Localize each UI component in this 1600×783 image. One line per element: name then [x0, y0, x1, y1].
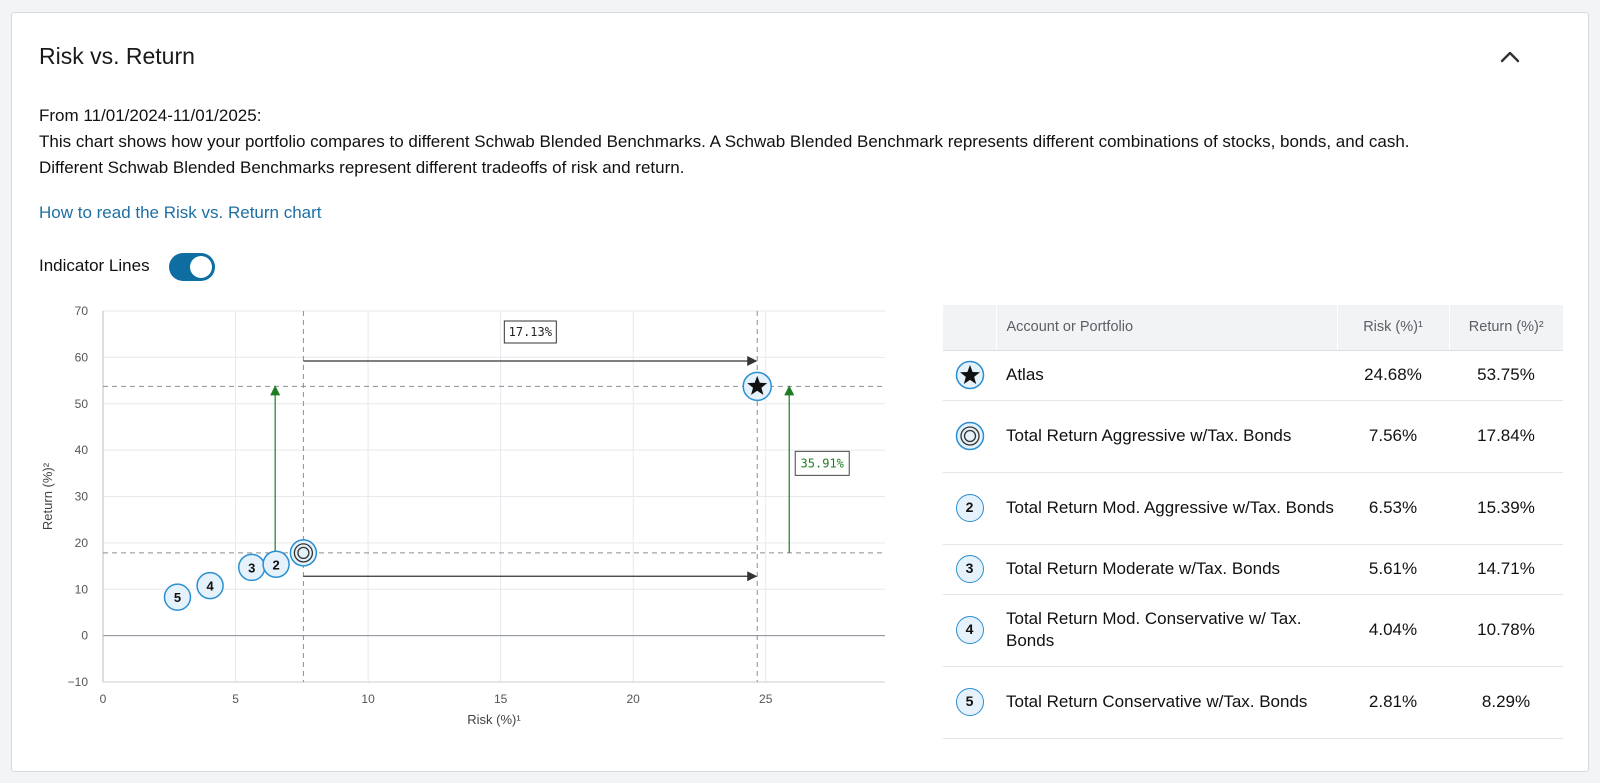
row-return: 15.39% [1449, 472, 1563, 545]
description-line-1: This chart shows how your portfolio comp… [39, 132, 1410, 151]
table-row: 2 Total Return Mod. Aggressive w/Tax. Bon… [943, 472, 1563, 545]
row-return: 53.75% [1449, 350, 1563, 401]
toggle-knob [190, 256, 212, 278]
benchmark-marker-label: 3 [248, 560, 255, 575]
row-return: 17.84% [1449, 400, 1563, 473]
card-title: Risk vs. Return [39, 43, 195, 69]
row-icon-cell: 3 [943, 544, 996, 595]
benchmark-badge: 3 [955, 555, 984, 583]
risk-difference-box [503, 320, 557, 344]
chevron-up-icon[interactable] [1494, 43, 1526, 71]
return-difference-label: 35.91% [801, 456, 845, 470]
row-icon-cell: 2 [943, 472, 996, 545]
x-tick-label: 5 [232, 692, 239, 706]
benchmark-marker-label: 5 [174, 590, 181, 605]
y-tick-label: 60 [75, 350, 89, 364]
x-tick-label: 15 [494, 692, 508, 706]
date-range: From 11/01/2024-11/01/2025: [39, 106, 262, 125]
star-icon [955, 360, 984, 390]
row-name: Total Return Aggressive w/Tax. Bonds [996, 400, 1337, 473]
risk-return-card: Risk vs. Return From 11/01/2024-11/01/20… [11, 12, 1589, 772]
y-tick-label: 30 [75, 490, 89, 504]
y-axis-label: Return (%)² [40, 462, 55, 530]
indicator-lines-toggle[interactable] [169, 253, 215, 281]
risk-difference-label: 17.13% [509, 325, 553, 339]
row-name: Total Return Moderate w/Tax. Bonds [996, 544, 1337, 595]
y-tick-label: 10 [75, 582, 89, 596]
row-risk: 7.56% [1337, 400, 1449, 473]
help-link[interactable]: How to read the Risk vs. Return chart [39, 203, 322, 222]
table-row: 3 Total Return Moderate w/Tax. Bonds 5.61%… [943, 544, 1563, 595]
table-row: 4 Total Return Mod. Conservative w/ Tax. … [943, 594, 1563, 667]
row-risk: 2.81% [1337, 666, 1449, 739]
row-icon-cell [943, 400, 996, 473]
y-tick-label: 20 [75, 536, 89, 550]
header-risk: Risk (%)¹ [1337, 305, 1450, 351]
y-tick-label: 50 [75, 397, 89, 411]
table-row: 5 Total Return Conservative w/Tax. Bonds 2… [943, 666, 1563, 739]
x-axis-label: Risk (%)¹ [467, 712, 521, 727]
star-icon [747, 375, 768, 395]
x-tick-label: 10 [361, 692, 375, 706]
row-name: Total Return Mod. Conservative w/ Tax. B… [996, 594, 1337, 667]
table-header-row: Account or Portfolio Risk (%)¹ Return (%… [943, 305, 1563, 351]
table-row: Atlas 24.68% 53.75% [943, 350, 1563, 401]
benchmark-badge: 2 [955, 494, 984, 522]
row-risk: 24.68% [1337, 350, 1449, 401]
y-tick-label: 0 [81, 629, 88, 643]
header-return: Return (%)² [1449, 305, 1563, 351]
rings-icon [293, 543, 314, 563]
benchmark-marker-2 [262, 550, 290, 579]
description-line-2: Different Schwab Blended Benchmarks repr… [39, 158, 685, 177]
benchmark-marker-4 [196, 571, 224, 600]
table-row: Total Return Aggressive w/Tax. Bonds 7.56… [943, 400, 1563, 473]
y-tick-label: 70 [75, 304, 89, 318]
row-name: Total Return Mod. Aggressive w/Tax. Bond… [996, 472, 1337, 545]
row-icon-cell: 4 [943, 594, 996, 667]
row-return: 10.78% [1449, 594, 1563, 667]
rings-icon [955, 421, 984, 451]
row-risk: 4.04% [1337, 594, 1449, 667]
row-name: Total Return Conservative w/Tax. Bonds [996, 666, 1337, 739]
header-icon-column [943, 305, 997, 351]
row-risk: 5.61% [1337, 544, 1449, 595]
row-risk: 6.53% [1337, 472, 1449, 545]
benchmark-badge: 4 [955, 616, 984, 644]
row-return: 8.29% [1449, 666, 1563, 739]
row-return: 14.71% [1449, 544, 1563, 595]
row-icon-cell [943, 350, 996, 401]
y-tick-label: 40 [75, 443, 89, 457]
benchmark-marker-label: 2 [272, 557, 279, 572]
row-icon-cell: 5 [943, 666, 996, 739]
header-account: Account or Portfolio [996, 305, 1338, 351]
benchmark-marker-5 [163, 583, 192, 611]
portfolio-table: Account or Portfolio Risk (%)¹ Return (%… [943, 305, 1563, 739]
row-name: Atlas [996, 350, 1337, 401]
benchmark-badge: 5 [955, 688, 984, 716]
return-difference-box [794, 450, 850, 476]
x-tick-label: 25 [759, 692, 773, 706]
benchmark-marker-label: 4 [206, 579, 214, 594]
rings-icon [297, 546, 310, 560]
x-tick-label: 20 [626, 692, 640, 706]
y-tick-label: −10 [68, 675, 89, 689]
x-tick-label: 0 [100, 692, 107, 706]
indicator-lines-label: Indicator Lines [39, 256, 150, 275]
